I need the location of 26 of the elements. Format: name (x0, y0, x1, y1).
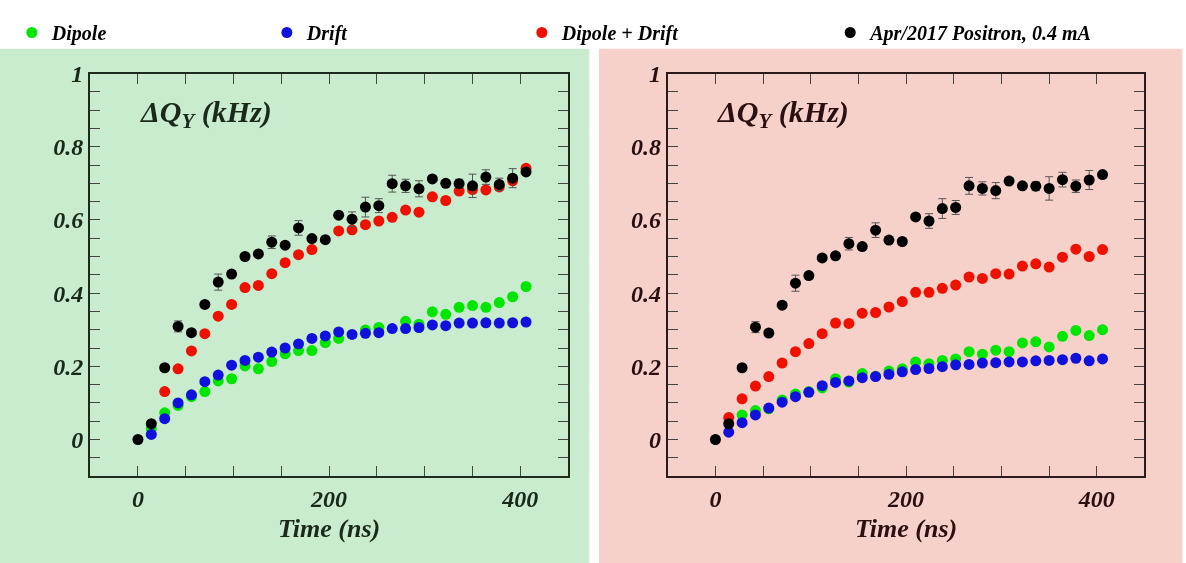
y-tick-label: 0.2 (53, 353, 84, 380)
x-tick-label: 0 (131, 485, 144, 512)
x-tick-label: 200 (887, 485, 925, 512)
y-tick-label: 0.4 (630, 280, 661, 307)
legend-label: Apr/2017 Positron, 0.4 mA (868, 22, 1091, 46)
legend-label: Dipole (50, 22, 107, 46)
y-tick-label: 0.6 (53, 207, 84, 234)
legend-label: Drift (305, 22, 349, 46)
y-tick-label: 0.4 (53, 280, 84, 307)
x-axis-title: Time (ns) (277, 514, 381, 544)
y-tick-label: 1 (71, 60, 84, 87)
x-tick-label: 400 (501, 485, 539, 512)
y-tick-label: 0.2 (630, 353, 661, 380)
x-tick-label: 0 (709, 485, 722, 512)
y-tick-label: 0.8 (630, 134, 661, 161)
y-tick-label: 0.6 (630, 207, 661, 234)
y-tick-label: 1 (648, 60, 661, 87)
x-tick-label: 200 (310, 485, 348, 512)
y-tick-label: 0 (648, 426, 661, 453)
x-tick-label: 400 (1077, 485, 1115, 512)
legend-label: Dipole + Drift (560, 22, 680, 46)
y-axis-title: ΔQ$_{Y}$ (kHz) (140, 95, 272, 134)
y-tick-label: 0.8 (53, 134, 84, 161)
x-axis-title: Time (ns) (854, 514, 958, 544)
y-tick-label: 0 (71, 426, 84, 453)
y-axis-title: ΔQ$_{Y}$ (kHz) (717, 95, 849, 134)
